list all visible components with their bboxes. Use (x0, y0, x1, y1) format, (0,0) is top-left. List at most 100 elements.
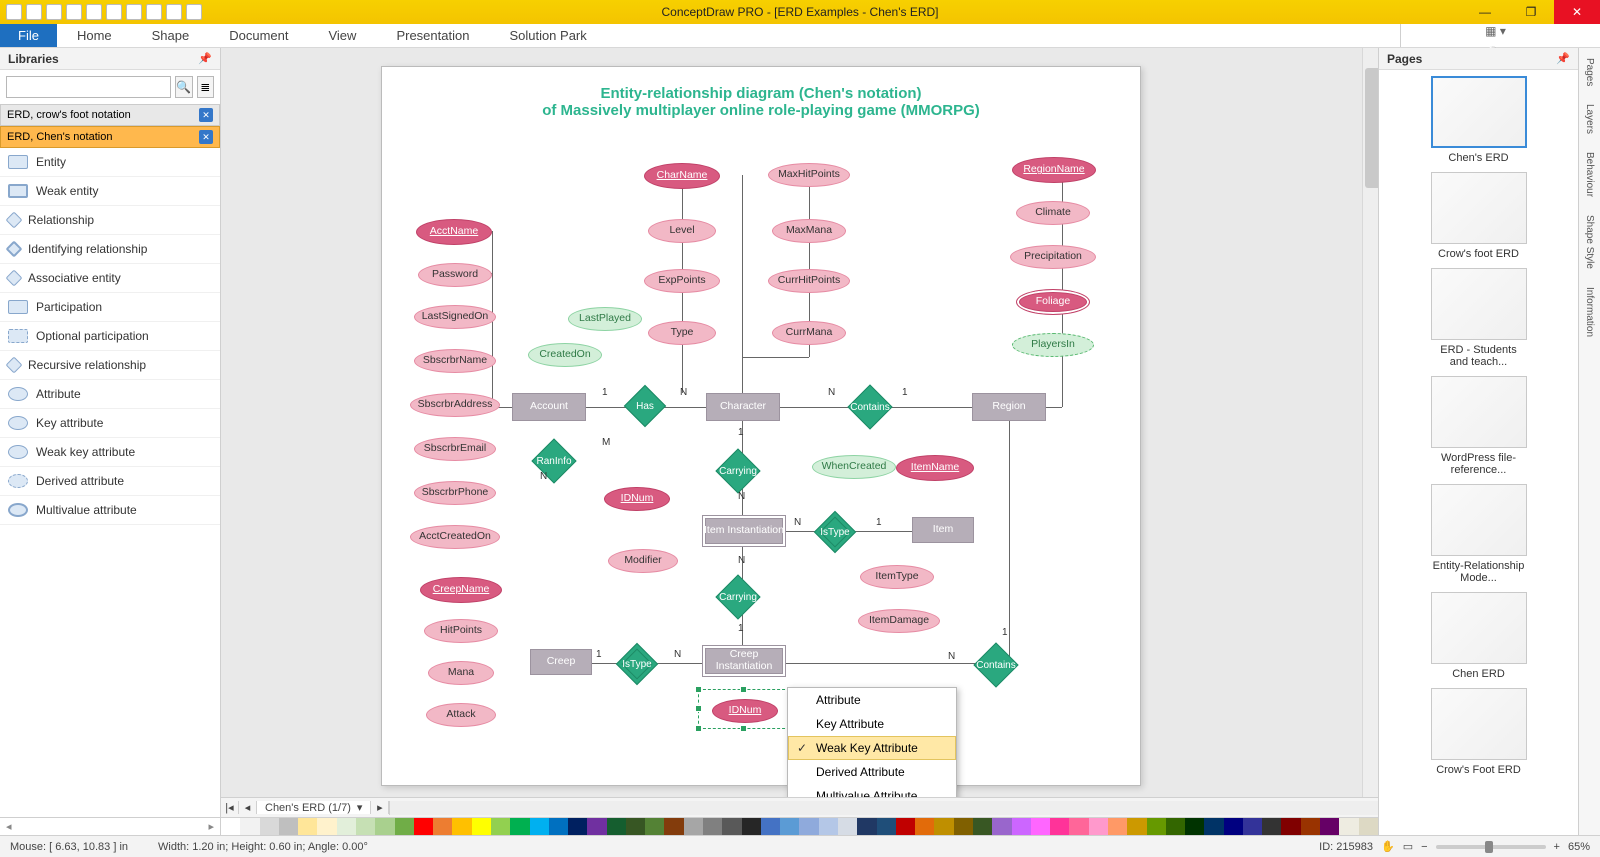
libraries-search-input[interactable] (6, 76, 171, 98)
library-item[interactable]: Recursive relationship (0, 351, 220, 380)
ribbon-tab[interactable]: Shape (132, 24, 210, 47)
color-swatch[interactable] (395, 818, 414, 835)
attribute-shape[interactable]: AcctCreatedOn (410, 525, 500, 549)
vertical-scrollbar[interactable] (1362, 48, 1378, 797)
color-swatch[interactable] (896, 818, 915, 835)
color-swatch[interactable] (221, 818, 240, 835)
page-thumbnail[interactable]: Chen's ERD (1431, 76, 1527, 164)
color-swatch[interactable] (1147, 818, 1166, 835)
color-swatch[interactable] (1108, 818, 1127, 835)
color-swatch[interactable] (1262, 818, 1281, 835)
attribute-shape[interactable]: SbscrbrName (414, 349, 496, 373)
attribute-shape[interactable]: ItemDamage (858, 609, 940, 633)
relationship-shape[interactable]: Carrying (722, 455, 754, 487)
color-swatch[interactable] (568, 818, 587, 835)
color-swatch[interactable] (799, 818, 818, 835)
library-item[interactable]: Weak entity (0, 177, 220, 206)
relationship-shape[interactable]: IsType (622, 649, 652, 679)
drawing-page[interactable]: Entity-relationship diagram (Chen's nota… (381, 66, 1141, 786)
attribute-shape[interactable]: Level (648, 219, 716, 243)
color-swatch[interactable] (626, 818, 645, 835)
entity-shape[interactable]: Item Instantiation (702, 515, 786, 547)
scroll-left-icon[interactable]: ◂ (6, 820, 12, 833)
fit-page-icon[interactable]: ▭ (1403, 840, 1413, 853)
qat-app-icon[interactable] (6, 4, 22, 20)
color-swatch[interactable] (587, 818, 606, 835)
color-swatch[interactable] (317, 818, 336, 835)
color-swatch[interactable] (857, 818, 876, 835)
color-swatch[interactable] (1320, 818, 1339, 835)
color-swatch[interactable] (433, 818, 452, 835)
attribute-shape[interactable]: AcctName (416, 219, 492, 245)
zoom-knob[interactable] (1485, 841, 1493, 853)
ribbon-tab[interactable]: Home (57, 24, 132, 47)
zoom-slider[interactable] (1436, 845, 1546, 849)
color-swatch[interactable] (1012, 818, 1031, 835)
color-swatch[interactable] (1301, 818, 1320, 835)
resize-handle[interactable] (740, 725, 747, 732)
color-swatch[interactable] (1243, 818, 1262, 835)
color-swatch[interactable] (838, 818, 857, 835)
resize-handle[interactable] (740, 686, 747, 693)
gallery-icon[interactable]: ▦ ▾ (1485, 24, 1506, 38)
color-swatch[interactable] (780, 818, 799, 835)
library-item[interactable]: Derived attribute (0, 467, 220, 496)
toolstrip-tab[interactable]: Shape Style (1584, 211, 1595, 273)
file-tab[interactable]: File (0, 24, 57, 47)
library-tab[interactable]: ERD, Chen's notation✕ (0, 126, 220, 148)
attribute-shape[interactable]: PlayersIn (1012, 333, 1094, 357)
qat-copy-icon[interactable] (166, 4, 182, 20)
sheet-nav-prev[interactable]: ◂ (239, 801, 257, 814)
entity-shape[interactable]: Account (512, 393, 586, 421)
selection-outline[interactable] (698, 689, 790, 729)
attribute-shape[interactable]: ExpPoints (644, 269, 720, 293)
page-thumbnail[interactable]: WordPress file-reference... (1431, 376, 1527, 476)
color-swatch[interactable] (1185, 818, 1204, 835)
library-item[interactable]: Optional participation (0, 322, 220, 351)
color-swatch[interactable] (549, 818, 568, 835)
minimize-button[interactable]: — (1462, 0, 1508, 24)
attribute-shape[interactable]: HitPoints (424, 619, 498, 643)
search-button[interactable]: 🔍 (175, 76, 193, 98)
color-swatch[interactable] (1281, 818, 1300, 835)
library-item[interactable]: Associative entity (0, 264, 220, 293)
color-swatch[interactable] (240, 818, 259, 835)
sheet-tab[interactable]: Chen's ERD (1/7)▾ (257, 801, 371, 814)
color-swatch[interactable] (664, 818, 683, 835)
qat-redo-icon[interactable] (126, 4, 142, 20)
hand-tool-icon[interactable]: ✋ (1381, 840, 1395, 853)
attribute-shape[interactable]: ItemType (860, 565, 934, 589)
relationship-shape[interactable]: Contains (980, 649, 1012, 681)
resize-handle[interactable] (695, 705, 702, 712)
context-menu-item[interactable]: Attribute (788, 688, 956, 712)
color-swatch[interactable] (1089, 818, 1108, 835)
color-swatch[interactable] (1204, 818, 1223, 835)
page-thumbnail[interactable]: ERD - Students and teach... (1431, 268, 1527, 368)
attribute-shape[interactable]: Mana (428, 661, 494, 685)
color-swatch[interactable] (472, 818, 491, 835)
close-button[interactable]: ✕ (1554, 0, 1600, 24)
color-swatch[interactable] (356, 818, 375, 835)
color-swatch[interactable] (375, 818, 394, 835)
sheet-dropdown-icon[interactable]: ▾ (357, 801, 363, 814)
color-swatch[interactable] (1031, 818, 1050, 835)
color-swatch[interactable] (1127, 818, 1146, 835)
relationship-shape[interactable]: Contains (854, 391, 886, 423)
attribute-shape[interactable]: SbscrbrPhone (414, 481, 496, 505)
color-swatch[interactable] (452, 818, 471, 835)
page-thumbnail[interactable]: Crow's foot ERD (1431, 172, 1527, 260)
maximize-button[interactable]: ❐ (1508, 0, 1554, 24)
attribute-shape[interactable]: CurrHitPoints (768, 269, 850, 293)
color-swatch[interactable] (703, 818, 722, 835)
color-swatch[interactable] (1339, 818, 1358, 835)
toolstrip-tab[interactable]: Behaviour (1584, 148, 1595, 201)
context-menu-item[interactable]: Multivalue Attribute (788, 784, 956, 797)
qat-undo-icon[interactable] (106, 4, 122, 20)
ribbon-tab[interactable]: View (308, 24, 376, 47)
qat-cut-icon[interactable] (146, 4, 162, 20)
color-swatch[interactable] (1166, 818, 1185, 835)
color-swatch[interactable] (298, 818, 317, 835)
attribute-shape[interactable]: Climate (1016, 201, 1090, 225)
library-tab[interactable]: ERD, crow's foot notation✕ (0, 104, 220, 126)
entity-shape[interactable]: Item (912, 517, 974, 543)
